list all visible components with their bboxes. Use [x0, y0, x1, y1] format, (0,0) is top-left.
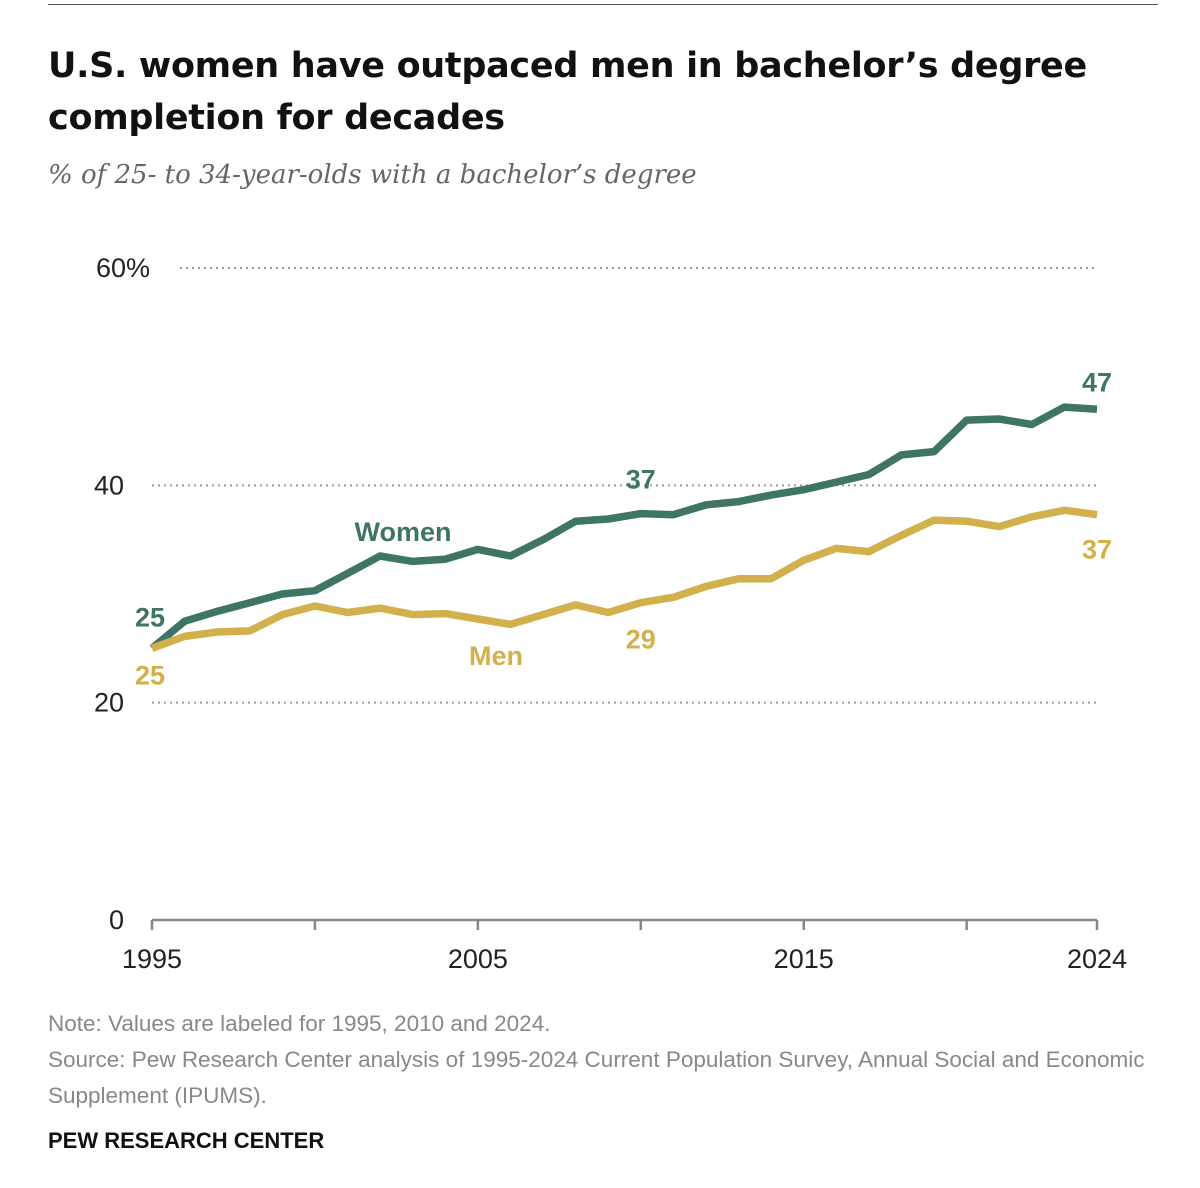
value-label-women-1995: 25 — [135, 602, 165, 632]
data-labels: 25 37 47 25 29 37 Women Men — [135, 367, 1112, 690]
chart-title: U.S. women have outpaced men in bachelor… — [48, 46, 1087, 138]
y-tick-label-0: 0 — [109, 905, 124, 935]
value-label-men-1995: 25 — [135, 660, 165, 690]
x-tick-label-2024: 2024 — [1067, 944, 1127, 974]
x-tick-label-2015: 2015 — [774, 944, 834, 974]
series-label-women: Women — [354, 517, 451, 547]
top-rule — [48, 4, 1158, 5]
x-tick-label-2005: 2005 — [448, 944, 508, 974]
series-lines — [149, 403, 1098, 652]
brand-logo-text: PEW RESEARCH CENTER — [48, 1128, 325, 1153]
y-tick-label-60: 60% — [96, 253, 150, 283]
value-label-men-2024: 37 — [1082, 535, 1112, 565]
source-text: Source: Pew Research Center analysis of … — [48, 1047, 1145, 1108]
gridlines: 0 20 40 60% — [94, 253, 1097, 935]
value-label-men-2010: 29 — [626, 625, 656, 655]
series-line-women — [149, 403, 1098, 652]
note-text: Note: Values are labeled for 1995, 2010 … — [48, 1011, 551, 1036]
series-line-men — [150, 506, 1098, 652]
line-chart: 0 20 40 60% 1995 2005 2015 2024 25 37 47 25 29 37 Wo… — [94, 253, 1127, 974]
x-tick-label-1995: 1995 — [122, 944, 182, 974]
y-tick-label-20: 20 — [94, 688, 124, 718]
value-label-women-2010: 37 — [626, 465, 656, 495]
chart-subtitle: % of 25- to 34-year-olds with a bachelor… — [48, 160, 697, 190]
chart-footer: Note: Values are labeled for 1995, 2010 … — [48, 1006, 1158, 1114]
value-label-women-2024: 47 — [1082, 367, 1112, 397]
series-label-men: Men — [469, 641, 523, 671]
x-axis: 1995 2005 2015 2024 — [122, 918, 1127, 974]
y-tick-label-40: 40 — [94, 470, 124, 500]
